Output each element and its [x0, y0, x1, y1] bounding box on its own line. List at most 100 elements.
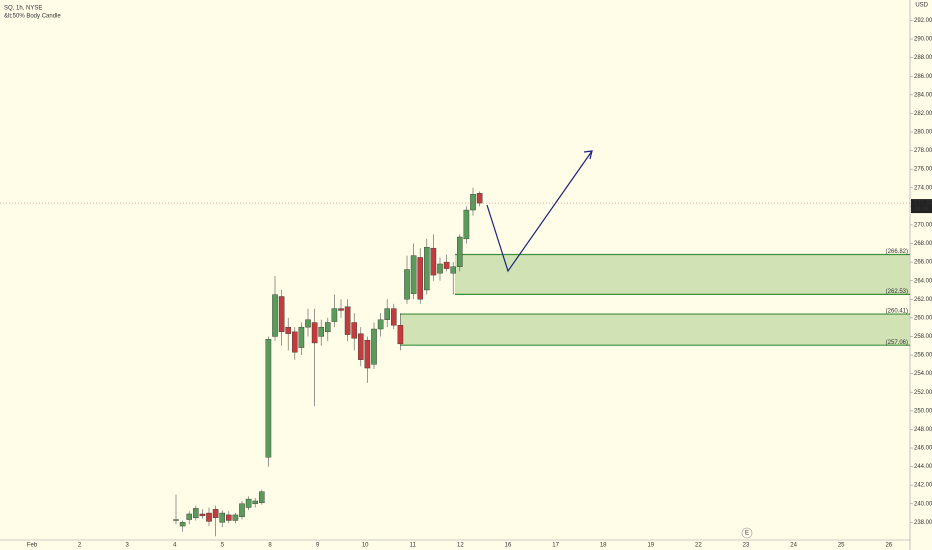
- candle-body: [232, 514, 239, 521]
- y-tick-label: 278.00: [914, 148, 932, 154]
- x-tick-label: 10: [362, 543, 369, 549]
- x-tick-label: 25: [838, 543, 845, 549]
- y-tick-label: 280.00: [914, 130, 932, 136]
- candle-body: [239, 503, 245, 517]
- y-tick-label: 246.00: [914, 446, 932, 452]
- event-marker-circle[interactable]: [741, 527, 753, 539]
- y-tick-label: 264.00: [914, 278, 932, 284]
- candle-body: [179, 522, 186, 527]
- y-tick-label: 292.00: [914, 18, 932, 24]
- candle-body: [476, 193, 483, 204]
- candle-body: [186, 513, 193, 520]
- y-tick-label: 256.00: [914, 353, 932, 359]
- candle-body: [298, 326, 305, 348]
- x-tick-label: 3: [126, 543, 130, 549]
- y-tick-label: 238.00: [914, 520, 932, 526]
- x-tick-label: 2: [78, 543, 82, 549]
- x-tick-label: 16: [505, 543, 512, 549]
- y-tick-label: 250.00: [914, 408, 932, 414]
- candle-body: [463, 209, 470, 240]
- x-tick-label: 4: [173, 543, 177, 549]
- candle-body: [219, 512, 226, 523]
- zone-label: (266.82): [886, 249, 908, 255]
- event-marker[interactable]: E: [745, 531, 749, 537]
- candle-body: [272, 294, 278, 337]
- candle-body: [206, 512, 212, 522]
- candle-body: [424, 247, 430, 291]
- candle-body: [391, 308, 397, 326]
- y-tick-label: 244.00: [914, 464, 932, 470]
- x-tick-label: 9: [316, 543, 320, 549]
- candle-body: [437, 263, 443, 274]
- y-tick-label: 262.00: [914, 297, 932, 303]
- y-tick-label: 260.00: [914, 315, 932, 321]
- chart-title: SQ, 1h, NYSE: [4, 6, 42, 12]
- candle-body: [384, 308, 391, 320]
- arrow-head: [583, 150, 593, 160]
- candle-body: [192, 508, 199, 518]
- y-tick-label: 270.00: [914, 223, 932, 229]
- candle-body: [212, 509, 219, 518]
- candle-body: [344, 306, 351, 335]
- candle-body: [410, 255, 417, 294]
- candle-body: [397, 325, 404, 345]
- forecast-arrow: [486, 150, 593, 273]
- candle-body: [265, 339, 272, 458]
- candle-body: [259, 491, 265, 504]
- zone: [455, 254, 910, 295]
- y-tick-label: 268.00: [914, 241, 932, 247]
- x-tick-label: 24: [790, 543, 797, 549]
- x-tick-label: 22: [695, 543, 702, 549]
- candle-body: [377, 319, 384, 330]
- y-tick-label: 286.00: [914, 74, 932, 80]
- currency: USD: [915, 3, 928, 9]
- candle-body: [292, 331, 298, 353]
- candle-body: [305, 319, 311, 328]
- y-tick-label: 248.00: [914, 427, 932, 433]
- x-tick-label: 23: [743, 543, 750, 549]
- x-tick-label: 8: [268, 543, 272, 549]
- candle-body: [351, 322, 358, 339]
- y-tick-label: 254.00: [914, 371, 932, 377]
- x-tick-label: 18: [600, 543, 607, 549]
- candle-body: [364, 339, 371, 369]
- candle-body: [225, 514, 232, 521]
- x-tick-label: Feb: [27, 543, 38, 549]
- y-tick-label: 242.00: [914, 483, 932, 489]
- countdown: 48:38: [914, 207, 930, 213]
- candle-body: [450, 266, 457, 274]
- y-tick-label: 284.00: [914, 92, 932, 98]
- candle-body: [285, 326, 292, 334]
- candle-body: [325, 322, 331, 333]
- indicator-name: &lt;50% Body Candle: [4, 14, 61, 20]
- zone-label: (262.53): [886, 289, 908, 295]
- y-tick-label: 276.00: [914, 167, 932, 173]
- candle-body: [430, 247, 437, 276]
- candle-body: [443, 261, 450, 269]
- x-tick-label: 19: [647, 543, 654, 549]
- candle-body: [371, 328, 377, 365]
- y-tick-label: 266.00: [914, 260, 932, 266]
- arrow-line: [486, 150, 593, 273]
- candle-body: [457, 236, 463, 267]
- candle-body: [245, 498, 252, 508]
- x-tick-label: 26: [885, 543, 892, 549]
- candle-body: [311, 322, 318, 344]
- y-tick-label: 290.00: [914, 37, 932, 43]
- y-tick-label: 282.00: [914, 111, 932, 117]
- candle-body: [358, 333, 364, 360]
- candle-body: [404, 269, 410, 300]
- y-tick-label: 252.00: [914, 390, 932, 396]
- last-price-label: 272.35: [914, 201, 932, 207]
- candle-body: [338, 308, 344, 311]
- candle-body: [417, 257, 424, 300]
- y-tick-label: 240.00: [914, 501, 932, 507]
- candle-body: [470, 194, 476, 211]
- x-tick-label: 12: [457, 543, 464, 549]
- zone-label: (257.06): [886, 340, 908, 346]
- candle-body: [199, 513, 206, 517]
- candle-body: [173, 519, 179, 521]
- candle-body: [278, 296, 285, 333]
- x-tick-label: 17: [552, 543, 559, 549]
